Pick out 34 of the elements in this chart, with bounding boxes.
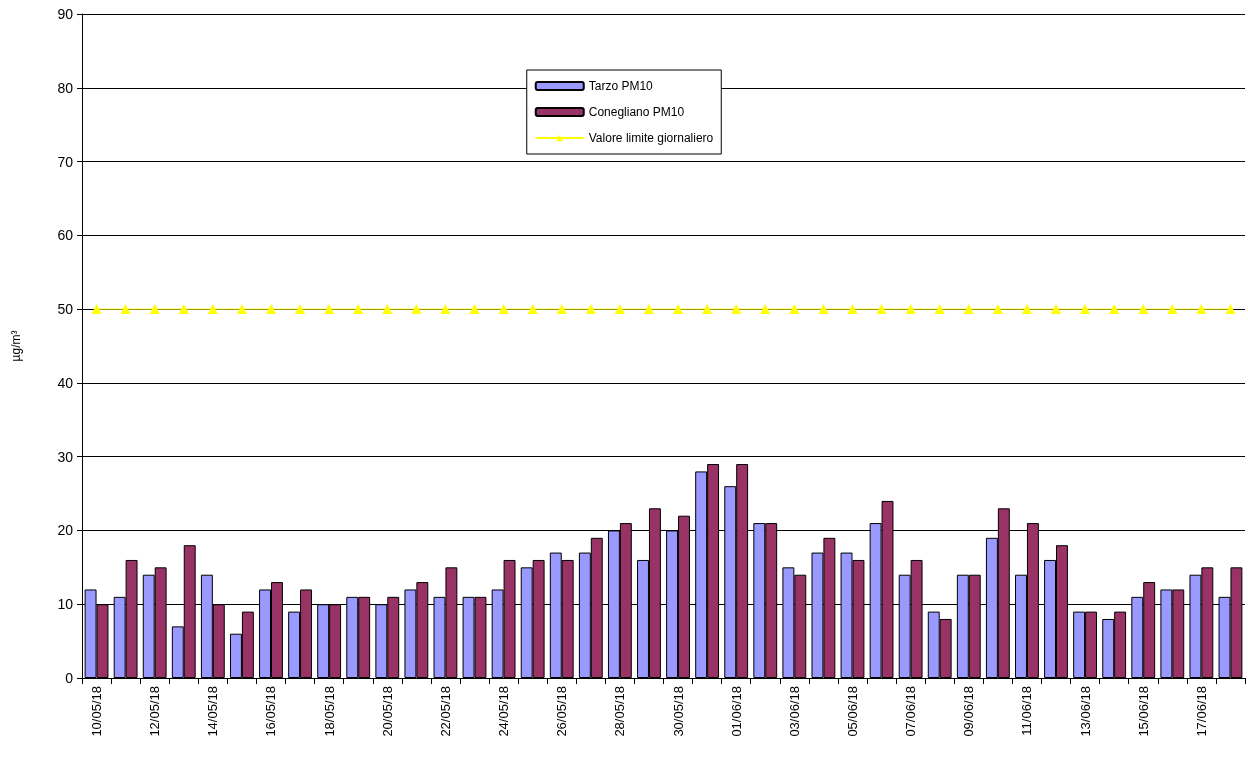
y-tick-label: 70 — [57, 153, 74, 170]
y-axis-title: µg/m³ — [9, 330, 23, 362]
x-tick-label: 16/05/18 — [263, 686, 279, 737]
y-tick-label: 60 — [57, 227, 74, 244]
y-tick-label: 0 — [65, 670, 74, 686]
x-tick-label: 01/06/18 — [728, 686, 744, 737]
legend-label: Conegliano PM10 — [588, 105, 685, 119]
x-tick-label: 22/05/18 — [437, 686, 453, 737]
y-tick-label: 10 — [57, 596, 74, 613]
y-tick-label: 40 — [57, 374, 74, 391]
x-tick-label: 17/06/18 — [1193, 686, 1209, 737]
y-tick-label: 80 — [57, 79, 74, 96]
x-tick-label: 10/05/18 — [89, 686, 105, 737]
x-tick-label: 24/05/18 — [496, 686, 512, 737]
legend-label: Valore limite giornaliero — [588, 131, 714, 145]
y-tick-label: 30 — [57, 448, 74, 465]
x-tick-label: 14/05/18 — [205, 686, 221, 737]
x-tick-label: 26/05/18 — [554, 686, 570, 737]
x-tick-label: 11/06/18 — [1019, 686, 1035, 736]
x-tick-label: 30/05/18 — [670, 686, 686, 737]
y-tick-label: 90 — [57, 6, 74, 22]
y-tick-label: 20 — [57, 522, 74, 539]
x-tick-label: 05/06/18 — [844, 686, 860, 737]
x-tick-label: 03/06/18 — [786, 686, 802, 737]
y-tick-label: 50 — [57, 301, 74, 318]
x-tick-label: 12/05/18 — [147, 686, 163, 737]
x-tick-label: 07/06/18 — [903, 686, 919, 737]
x-tick-label: 18/05/18 — [321, 686, 337, 737]
legend-label: Tarzo PM10 — [588, 79, 654, 93]
x-tick-label: 15/06/18 — [1135, 686, 1151, 737]
x-tick-label: 28/05/18 — [612, 686, 628, 737]
x-tick-label: 09/06/18 — [961, 686, 977, 737]
x-tick-label: 13/06/18 — [1077, 686, 1093, 737]
x-tick-label: 20/05/18 — [379, 686, 395, 737]
